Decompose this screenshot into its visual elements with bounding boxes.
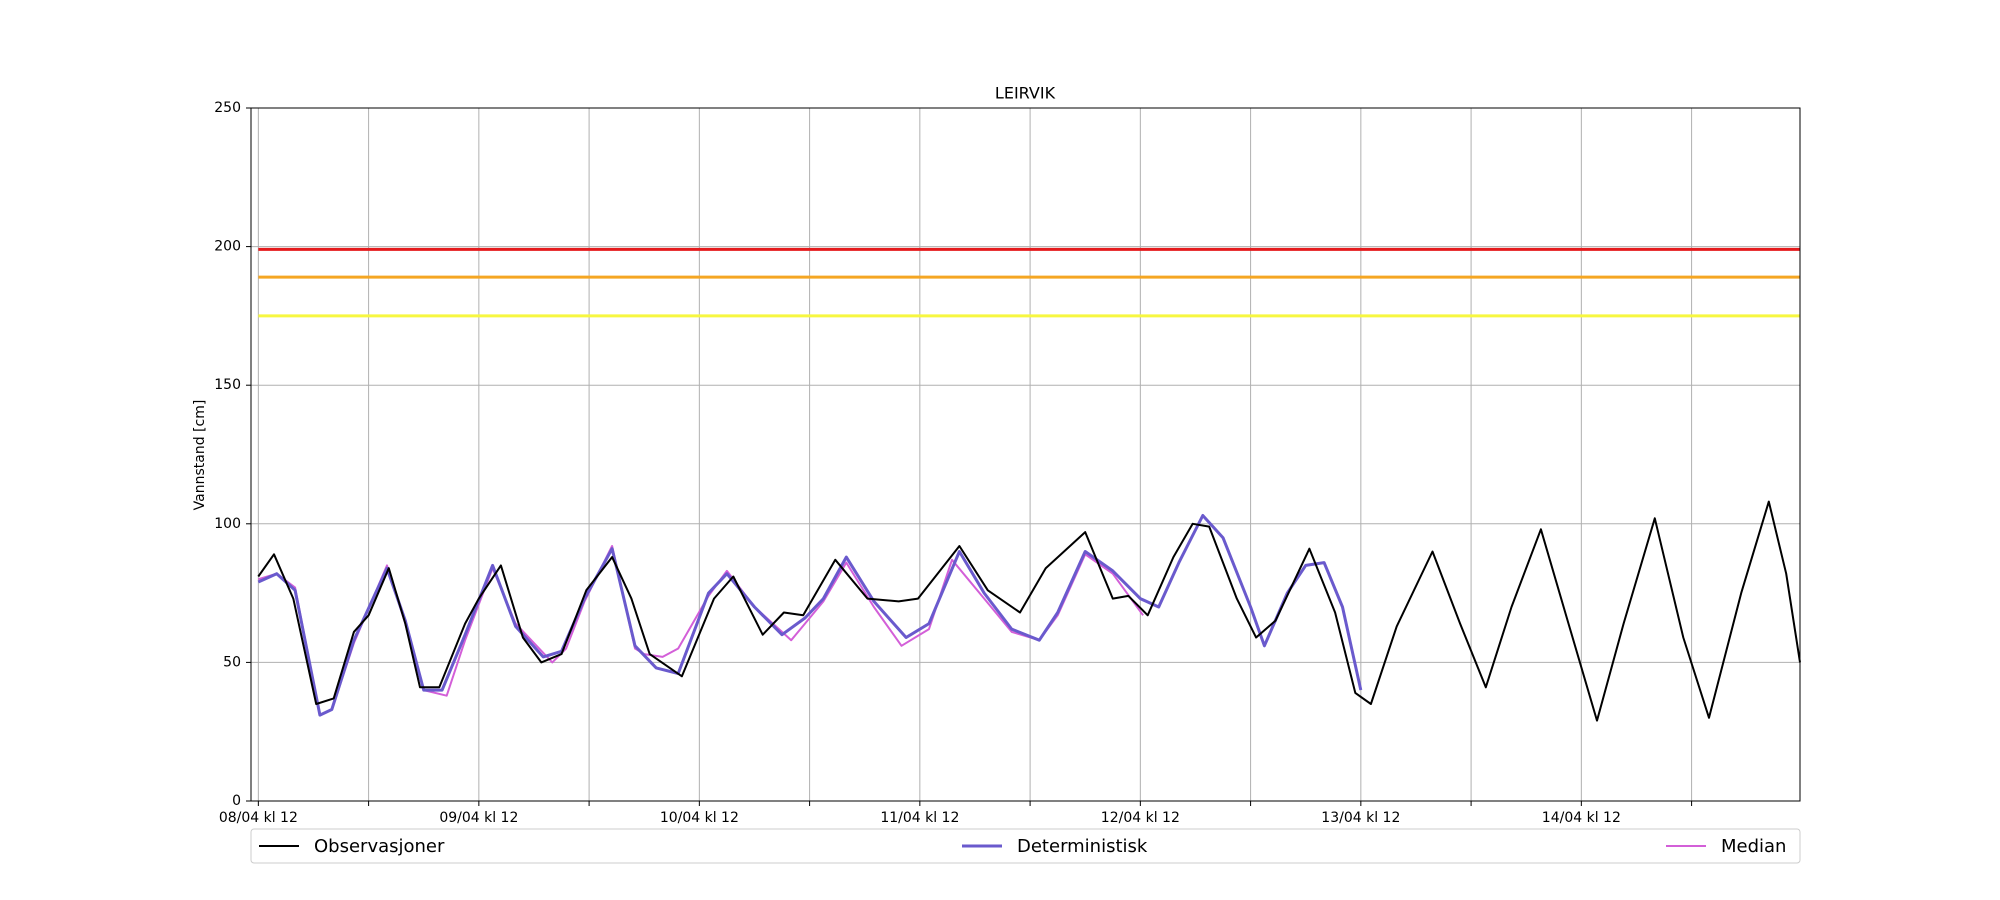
x-tick-label: 08/04 kl 12 <box>219 810 298 826</box>
y-tick-label: 200 <box>214 239 241 255</box>
x-tick-label: 12/04 kl 12 <box>1101 810 1180 826</box>
legend-label: Deterministisk <box>1017 836 1148 857</box>
x-tick-label: 11/04 kl 12 <box>880 810 959 826</box>
legend-label: Observasjoner <box>314 836 445 857</box>
x-tick-label: 09/04 kl 12 <box>439 810 518 826</box>
x-tick-label: 14/04 kl 12 <box>1542 810 1621 826</box>
y-tick-label: 250 <box>214 100 241 116</box>
series-line <box>257 500 1801 722</box>
x-tick-label: 10/04 kl 12 <box>660 810 739 826</box>
y-tick-label: 0 <box>232 793 241 809</box>
y-tick-label: 150 <box>214 377 241 393</box>
plot-frame <box>250 107 1801 802</box>
series-line <box>257 514 1363 717</box>
y-tick-label: 50 <box>223 654 241 670</box>
chart-title: LEIRVIK <box>995 84 1056 103</box>
y-axis-label: Vannstand [cm] <box>192 400 208 511</box>
x-tick-label: 13/04 kl 12 <box>1321 810 1400 826</box>
legend-label: Median <box>1721 836 1786 857</box>
legend <box>250 828 1801 864</box>
y-tick-label: 100 <box>214 516 241 532</box>
